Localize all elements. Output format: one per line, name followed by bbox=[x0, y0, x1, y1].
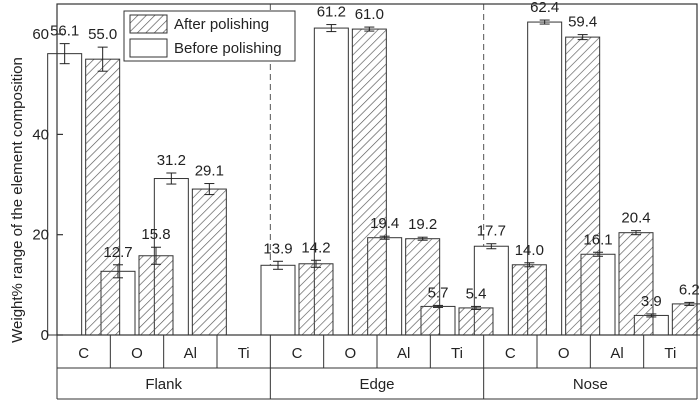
element-label: Al bbox=[184, 345, 197, 362]
data-label: 5.4 bbox=[466, 285, 487, 302]
element-label: Al bbox=[397, 345, 410, 362]
legend: After polishing Before polishing bbox=[123, 10, 296, 62]
y-tick-label: 60 bbox=[32, 26, 49, 43]
error-bars bbox=[59, 19, 695, 318]
data-label: 15.8 bbox=[141, 226, 170, 243]
bar-after-polishing bbox=[351, 28, 387, 336]
bar-after-polishing bbox=[85, 58, 121, 336]
bar-after-polishing bbox=[511, 264, 547, 336]
bar-after-polishing bbox=[618, 232, 654, 336]
element-label: O bbox=[558, 345, 570, 362]
element-label: Ti bbox=[451, 345, 463, 362]
data-label: 29.1 bbox=[195, 163, 224, 180]
data-label: 61.0 bbox=[355, 6, 384, 23]
data-label: 31.2 bbox=[157, 152, 186, 169]
data-label: 13.9 bbox=[263, 240, 292, 257]
data-label: 3.9 bbox=[641, 293, 662, 310]
y-axis-label: Weight% range of the element composition bbox=[9, 57, 26, 343]
bar-before-polishing bbox=[260, 264, 296, 336]
data-label: 14.2 bbox=[301, 239, 330, 256]
data-label: 19.4 bbox=[370, 215, 399, 232]
data-label: 5.7 bbox=[428, 284, 449, 301]
y-tick-label: 20 bbox=[32, 227, 49, 244]
element-label: O bbox=[344, 345, 356, 362]
bar-after-polishing bbox=[458, 307, 494, 336]
y-tick-label: 0 bbox=[41, 327, 49, 344]
data-label: 56.1 bbox=[50, 23, 79, 40]
legend-label-before: Before polishing bbox=[174, 40, 282, 57]
group-label: Edge bbox=[359, 376, 394, 393]
category-table: C O Al Ti C O Al Ti C O Al Ti Flank Edge Nose bbox=[56, 335, 698, 400]
group-label: Nose bbox=[573, 376, 608, 393]
data-label: 17.7 bbox=[477, 223, 506, 240]
element-label: O bbox=[131, 345, 143, 362]
bar-after-polishing bbox=[191, 188, 227, 336]
element-label: Ti bbox=[238, 345, 250, 362]
data-labels: 56.1 12.7 31.2 13.9 61.2 19.4 5.7 17.7 62.4 16.1 3… bbox=[50, 0, 700, 310]
element-label: C bbox=[78, 345, 89, 362]
y-tick-label: 40 bbox=[32, 126, 49, 143]
element-label: C bbox=[292, 345, 303, 362]
bar-after-polishing bbox=[298, 263, 334, 336]
data-label: 16.1 bbox=[583, 231, 612, 248]
legend-swatch-after bbox=[129, 14, 168, 34]
element-label: C bbox=[505, 345, 516, 362]
legend-swatch-before bbox=[129, 38, 168, 58]
data-label: 6.2 bbox=[679, 281, 700, 298]
data-label: 20.4 bbox=[621, 210, 650, 227]
bar-after-polishing bbox=[405, 238, 441, 336]
data-label: 19.2 bbox=[408, 216, 437, 233]
data-label: 12.7 bbox=[103, 244, 132, 261]
data-label: 14.0 bbox=[515, 242, 544, 259]
element-label: Al bbox=[610, 345, 623, 362]
legend-label-after: After polishing bbox=[174, 16, 269, 33]
bar-after-polishing bbox=[138, 255, 174, 336]
bars bbox=[47, 21, 700, 336]
bar-before-polishing bbox=[47, 53, 83, 336]
group-label: Flank bbox=[145, 376, 182, 393]
data-label: 55.0 bbox=[88, 26, 117, 43]
data-label: 61.2 bbox=[317, 4, 346, 21]
data-label: 62.4 bbox=[530, 0, 559, 16]
bar-after-polishing bbox=[671, 303, 700, 336]
data-label: 59.4 bbox=[568, 14, 597, 31]
bar-after-polishing bbox=[565, 36, 601, 336]
element-label: Ti bbox=[664, 345, 676, 362]
